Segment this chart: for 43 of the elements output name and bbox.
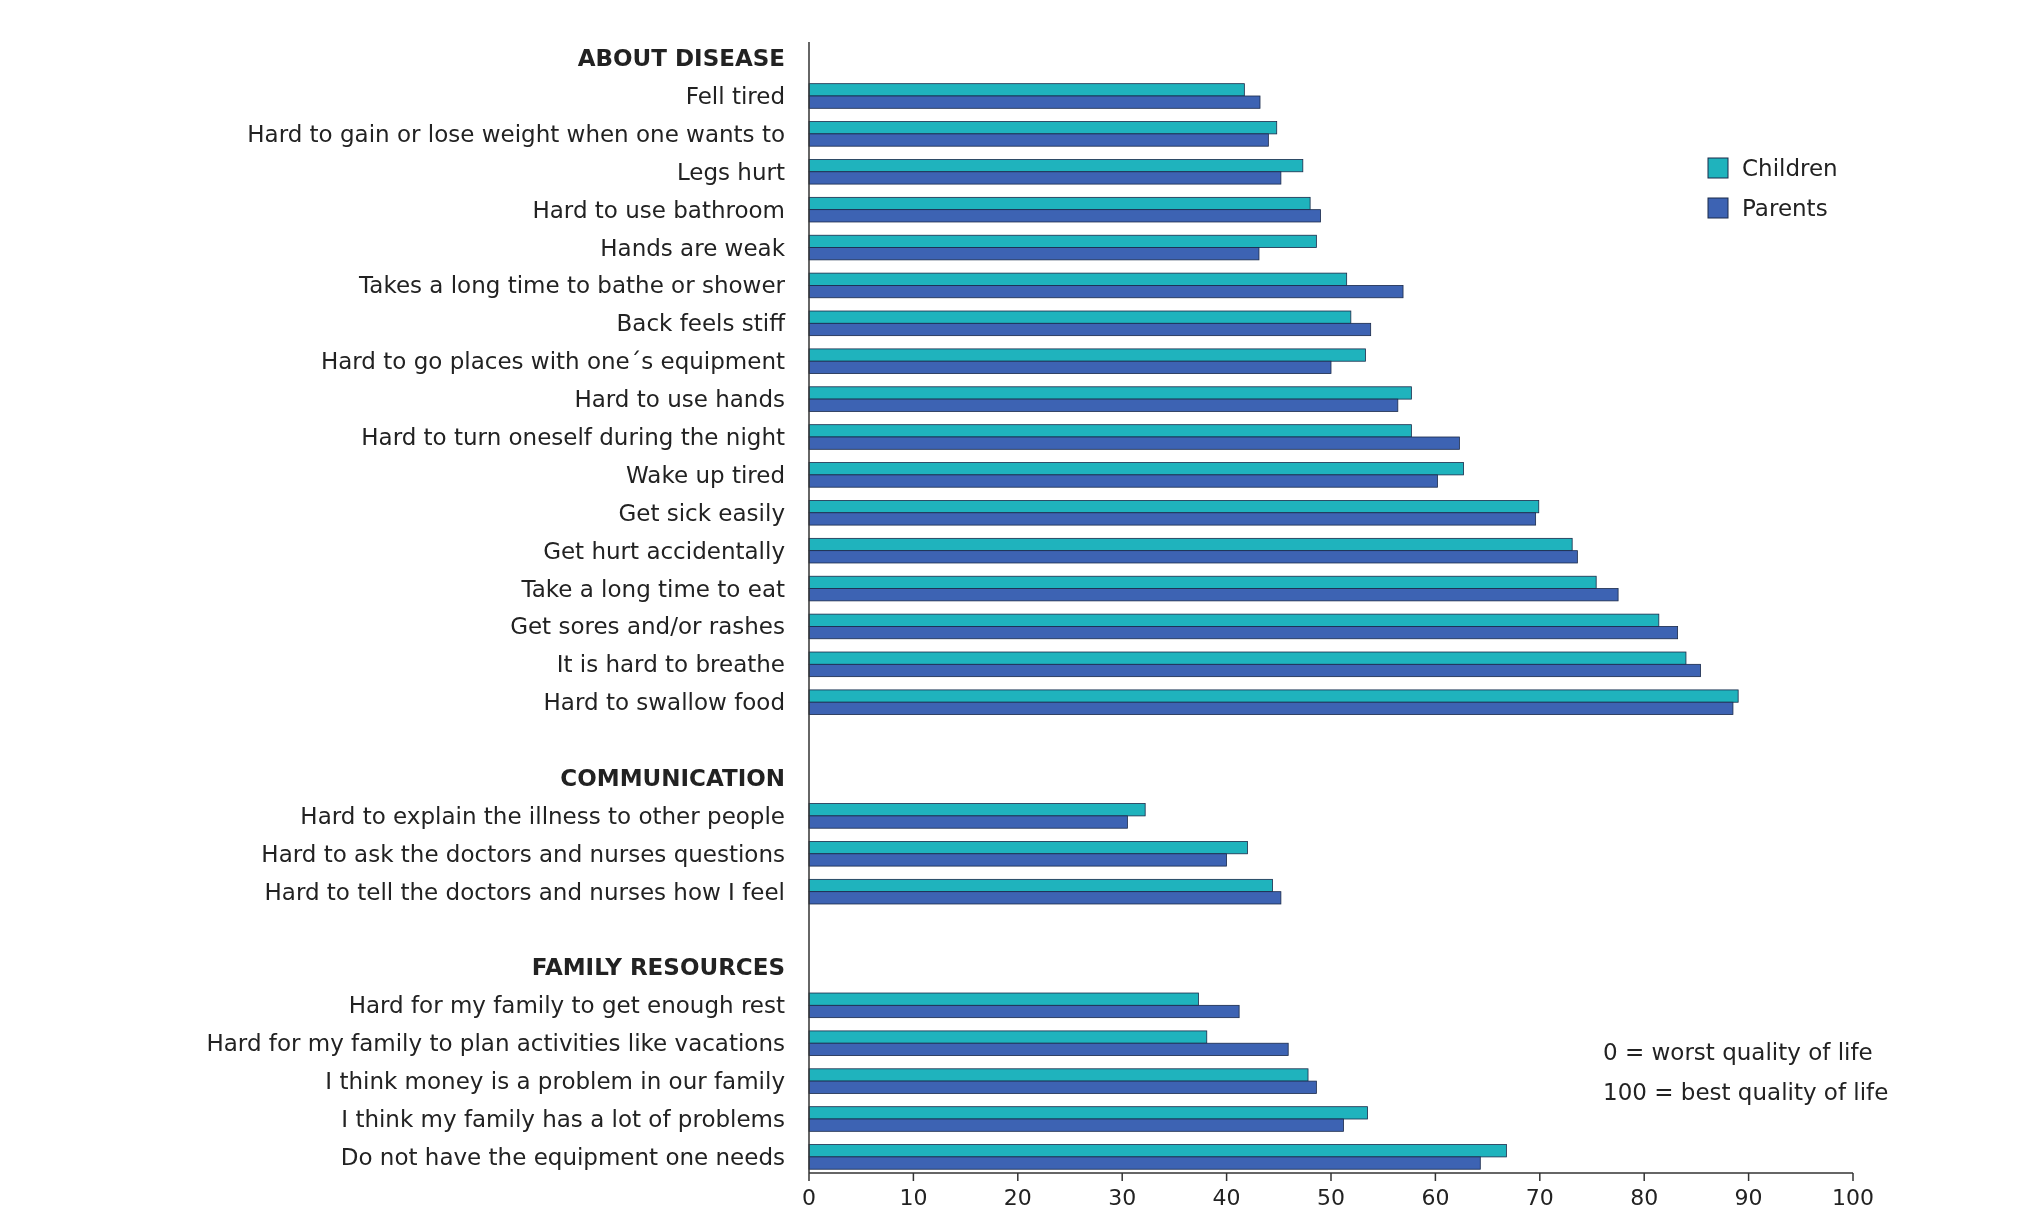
y-tick-label: Wake up tired: [626, 461, 785, 488]
y-tick-label: Get hurt accidentally: [543, 537, 785, 564]
y-tick-label: Takes a long time to bathe or shower: [358, 272, 786, 299]
y-tick-label: Hard to tell the doctors and nurses how I feel: [264, 878, 785, 905]
y-tick-label: Hard to use hands: [574, 386, 785, 413]
y-tick-label: Do not have the equipment one needs: [340, 1143, 785, 1170]
x-tick-label: 50: [1317, 1185, 1345, 1209]
x-tick-label: 100: [1832, 1185, 1874, 1209]
x-tick-label: 40: [1212, 1185, 1241, 1209]
legend-label: Parents: [1742, 195, 1828, 221]
x-tick-label: 0: [802, 1185, 816, 1209]
y-tick-label: Hard for my family to plan activities like vacations: [206, 1030, 785, 1057]
y-tick-label: FAMILY RESOURCES: [531, 954, 785, 981]
y-tick-label: I think money is a problem in our family: [325, 1068, 785, 1095]
y-tick-label: It is hard to breathe: [556, 651, 785, 678]
annotation: 100 = best quality of life: [1603, 1079, 1889, 1105]
x-tick-label: 30: [1108, 1185, 1137, 1209]
x-tick-label: 20: [1003, 1185, 1032, 1209]
y-tick-label: Hard to explain the illness to other people: [300, 802, 785, 829]
y-tick-label: ABOUT DISEASE: [577, 45, 785, 72]
x-tick-label: 60: [1421, 1185, 1450, 1209]
y-tick-label: Hard to gain or lose weight when one wants to: [247, 120, 785, 147]
y-tick-label: Hands are weak: [600, 234, 786, 261]
x-tick-label: 70: [1525, 1185, 1554, 1209]
y-tick-label: COMMUNICATION: [560, 765, 785, 791]
y-tick-label: Fell tired: [685, 82, 785, 109]
y-tick-label: I think my family has a lot of problems: [341, 1106, 785, 1133]
x-tick-label: 80: [1630, 1185, 1659, 1209]
y-tick-label: Hard for my family to get enough rest: [348, 992, 785, 1019]
y-tick-label: Get sores and/or rashes: [510, 613, 785, 640]
legend-label: Children: [1742, 155, 1838, 181]
y-tick-label: Hard to ask the doctors and nurses questions: [261, 840, 785, 867]
annotation: 0 = worst quality of life: [1603, 1039, 1873, 1065]
y-tick-label: Hard to go places with one´s equipment: [320, 348, 785, 375]
x-tick-label: 90: [1734, 1185, 1763, 1209]
y-tick-label: Back feels stiff: [616, 310, 787, 337]
x-tick-label: 10: [899, 1185, 928, 1209]
y-tick-label: Take a long time to eat: [520, 575, 785, 602]
y-tick-label: Hard to swallow food: [543, 689, 785, 716]
y-tick-label: Get sick easily: [618, 499, 785, 526]
y-tick-label: Hard to use bathroom: [532, 196, 785, 223]
y-tick-label: Hard to turn oneself during the night: [361, 424, 785, 450]
y-tick-label: Legs hurt: [676, 158, 785, 185]
